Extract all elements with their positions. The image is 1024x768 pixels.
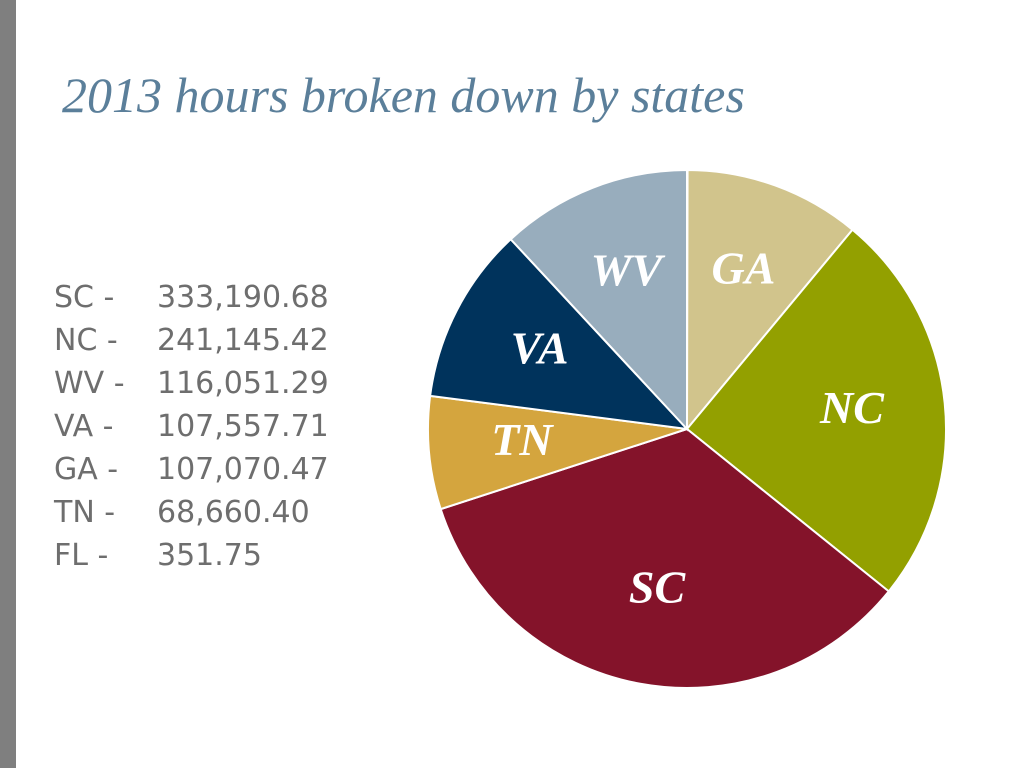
list-value: 351.75 [157, 538, 262, 573]
list-label: SC - [54, 280, 115, 315]
pie-slice [429, 237, 690, 431]
pie-slice [509, 168, 688, 432]
slice-label: SC [629, 562, 687, 613]
pie-slice [685, 168, 854, 432]
slice-label: VA [511, 323, 569, 374]
list-label: NC - [54, 323, 118, 358]
list-row: VA - 107,557.71 [54, 405, 329, 448]
list-label: TN - [54, 495, 116, 530]
list-row: GA - 107,070.47 [54, 448, 329, 491]
chart-title: 2013 hours broken down by states [62, 67, 745, 123]
side-bar [0, 0, 16, 768]
pie-slice [427, 394, 688, 511]
list-value: 241,145.42 [157, 323, 329, 358]
list-label: WV - [54, 366, 125, 401]
slice-label: GA [712, 243, 776, 294]
list-row: TN - 68,660.40 [54, 491, 329, 534]
list-row: SC - 333,190.68 [54, 276, 329, 319]
list-row: FL - 351.75 [54, 534, 329, 577]
list-value: 107,070.47 [157, 452, 329, 487]
slice-label: TN [491, 414, 554, 465]
list-value: 333,190.68 [157, 280, 329, 315]
list-value: 116,051.29 [157, 366, 329, 401]
list-row: WV - 116,051.29 [54, 362, 329, 405]
list-value: 68,660.40 [157, 495, 310, 530]
list-value: 107,557.71 [157, 409, 329, 444]
slice-label: NC [819, 382, 885, 433]
pie-slice [439, 427, 891, 689]
list-label: FL - [54, 538, 109, 573]
list-label: VA - [54, 409, 114, 444]
list-label: GA - [54, 452, 119, 487]
pie-slice [685, 228, 947, 593]
list-row: NC - 241,145.42 [54, 319, 329, 362]
value-list: SC - 333,190.68 NC - 241,145.42 WV - 116,051.… [54, 276, 329, 577]
slice-label: WV [591, 244, 666, 295]
